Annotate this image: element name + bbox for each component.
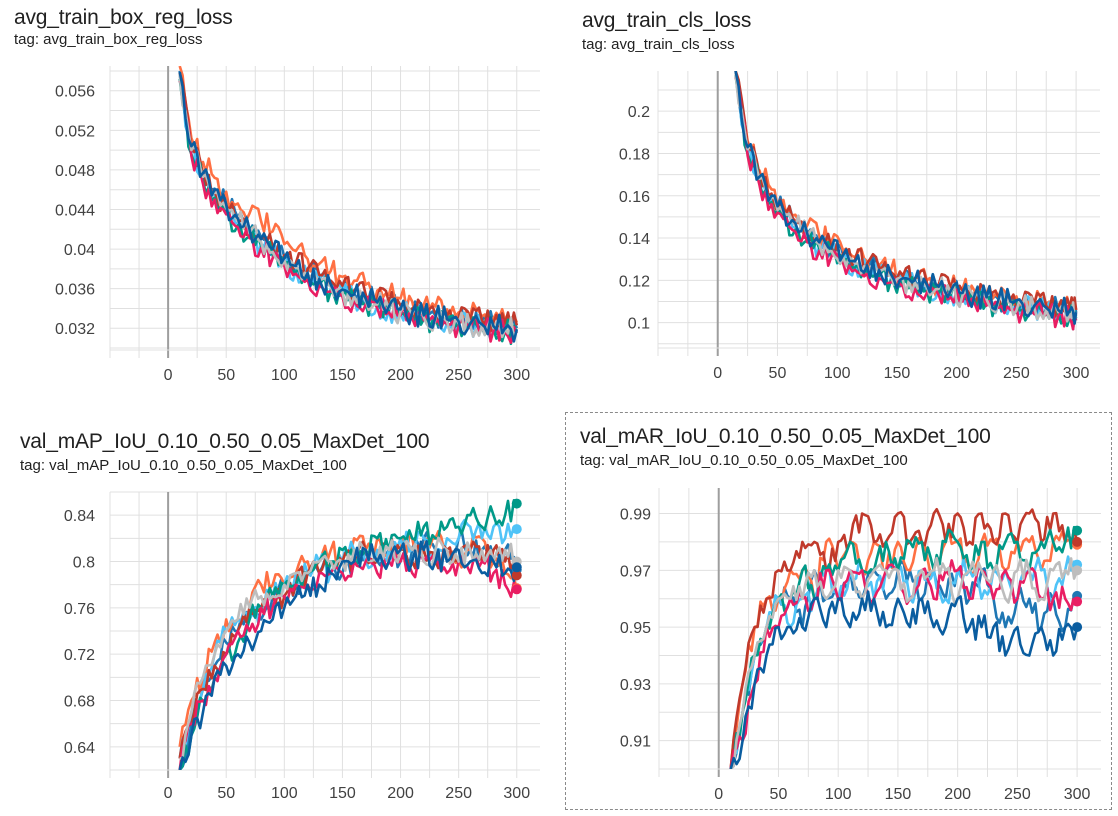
y-tick-label: 0.18: [619, 146, 650, 163]
y-tick-label: 0.052: [55, 123, 95, 140]
series-line-3: [729, 507, 1079, 769]
y-tick-label: 0.056: [55, 84, 95, 101]
chart-title: val_mAR_IoU_0.10_0.50_0.05_MaxDet_100: [580, 425, 991, 448]
chart-title: val_mAP_IoU_0.10_0.50_0.05_MaxDet_100: [20, 430, 430, 453]
x-tick-label: 0: [164, 785, 173, 802]
x-tick-label: 50: [217, 367, 235, 384]
line-chart-val-mar: 0.91 0.93 0.95 0.97 0.99 0 50 100 150 200 250 300: [620, 488, 1101, 803]
x-tick-label: 250: [445, 367, 472, 384]
series-line-2: [734, 72, 1078, 323]
y-tick-label: 0.12: [619, 273, 650, 290]
x-tick-label: 0: [713, 365, 722, 382]
series-group: [178, 499, 519, 770]
y-tick-label: 0.72: [64, 647, 95, 664]
y-tick-label: 0.99: [620, 507, 651, 524]
x-tick-label: 0: [714, 786, 723, 803]
chart-tag: tag: val_mAP_IoU_0.10_0.50_0.05_MaxDet_1…: [20, 457, 347, 474]
x-tick-label: 300: [1064, 786, 1091, 803]
x-tick-label: 150: [329, 785, 356, 802]
chart-card-val-map[interactable]: val_mAP_IoU_0.10_0.50_0.05_MaxDet_100 ta…: [0, 412, 555, 816]
series-group: [178, 66, 519, 346]
x-tick-label: 300: [1063, 365, 1090, 382]
line-chart-cls-loss: 0.1 0.12 0.14 0.16 0.18 0.2 0 50 100 150 200 250 300: [619, 71, 1100, 382]
y-tick-label: 0.1: [628, 316, 650, 333]
series-endpoint-5: [1072, 596, 1083, 607]
y-tick-label: 0.14: [619, 231, 650, 248]
series-endpoint-3: [511, 570, 522, 581]
series-line-6: [734, 72, 1078, 324]
series-line-7: [734, 71, 1078, 325]
y-tick-label: 0.84: [64, 508, 95, 525]
series-endpoint-7: [1072, 622, 1083, 633]
series-line-7: [178, 540, 519, 770]
x-tick-label: 300: [503, 785, 530, 802]
y-tick-label: 0.76: [64, 601, 95, 618]
series-endpoint-6: [1072, 565, 1083, 576]
y-tick-label: 0.044: [55, 202, 95, 219]
line-chart-box-reg-loss: 0.032 0.036 0.04 0.044 0.048 0.052 0.056 0 50 100…: [55, 66, 540, 384]
x-tick-label: 150: [885, 786, 912, 803]
series-endpoint-7: [511, 562, 522, 573]
series-endpoint-4: [1072, 525, 1083, 536]
x-tick-label: 200: [944, 786, 971, 803]
series-line-7: [729, 590, 1079, 769]
y-tick-label: 0.036: [55, 282, 95, 299]
y-tick-label: 0.032: [55, 321, 95, 338]
x-tick-label: 50: [770, 786, 788, 803]
y-tick-label: 0.68: [64, 694, 95, 711]
line-chart-val-map: 0.64 0.68 0.72 0.76 0.8 0.84 0 50 100 150 200 250 30…: [64, 491, 540, 802]
y-tick-label: 0.04: [64, 242, 95, 259]
chart-card-box-reg-loss[interactable]: avg_train_box_reg_loss tag: avg_train_bo…: [0, 0, 555, 400]
chart-card-val-mar[interactable]: val_mAR_IoU_0.10_0.50_0.05_MaxDet_100 ta…: [565, 412, 1112, 810]
x-tick-label: 250: [1003, 365, 1030, 382]
x-tick-label: 100: [824, 365, 851, 382]
series-group: [734, 71, 1078, 331]
series-group: [729, 507, 1079, 769]
x-tick-label: 100: [271, 367, 298, 384]
series-line-4: [734, 75, 1078, 331]
y-tick-label: 0.97: [620, 563, 651, 580]
x-tick-label: 250: [445, 785, 472, 802]
x-tick-label: 50: [769, 365, 787, 382]
series-endpoint-4: [511, 498, 522, 509]
y-tick-label: 0.95: [620, 620, 651, 637]
x-tick-label: 0: [164, 367, 173, 384]
x-tick-label: 150: [329, 367, 356, 384]
x-tick-label: 200: [387, 785, 414, 802]
series-line-6: [729, 556, 1079, 769]
series-endpoint-3: [1072, 536, 1083, 547]
x-tick-label: 50: [217, 785, 235, 802]
y-tick-label: 0.91: [620, 734, 651, 751]
y-tick-label: 0.16: [619, 189, 650, 206]
y-tick-label: 0.93: [620, 677, 651, 694]
chart-tag: tag: avg_train_box_reg_loss: [14, 31, 203, 48]
series-line-6: [179, 536, 518, 760]
x-tick-label: 100: [825, 786, 852, 803]
chart-card-cls-loss[interactable]: avg_train_cls_loss tag: avg_train_cls_lo…: [567, 0, 1118, 400]
y-tick-label: 0.2: [628, 104, 650, 121]
x-tick-label: 250: [1004, 786, 1031, 803]
y-tick-label: 0.8: [73, 555, 95, 572]
series-line-7: [178, 71, 519, 343]
x-tick-label: 150: [884, 365, 911, 382]
chart-tag: tag: val_mAR_IoU_0.10_0.50_0.05_MaxDet_1…: [580, 452, 908, 469]
series-endpoint-5: [511, 584, 522, 595]
y-tick-label: 0.64: [64, 740, 95, 757]
chart-title: avg_train_box_reg_loss: [14, 6, 233, 29]
x-tick-label: 100: [271, 785, 298, 802]
series-line-0: [734, 71, 1078, 324]
x-tick-label: 200: [943, 365, 970, 382]
x-tick-label: 200: [387, 367, 414, 384]
series-line-5: [729, 559, 1079, 769]
series-endpoint-2: [511, 524, 522, 535]
x-tick-label: 300: [503, 367, 530, 384]
y-tick-label: 0.048: [55, 163, 95, 180]
chart-title: avg_train_cls_loss: [582, 9, 752, 32]
chart-tag: tag: avg_train_cls_loss: [582, 36, 735, 53]
